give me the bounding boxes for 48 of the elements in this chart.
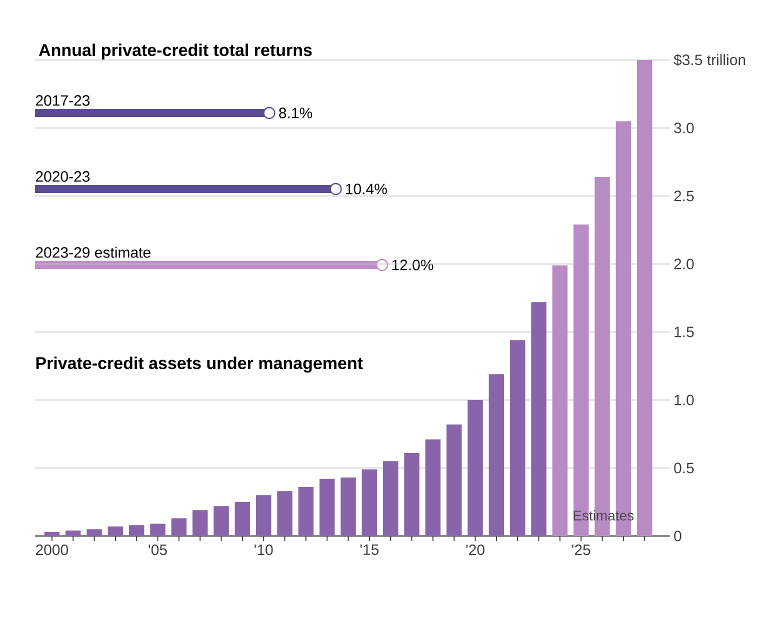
data-label: 10.4% — [346, 184, 387, 194]
category-label: 2023-29 estimate — [36, 246, 150, 258]
x-tick-label: 2000 — [36, 544, 68, 556]
data-label: 8.1% — [279, 108, 312, 118]
bar — [404, 453, 420, 536]
x-tick-label: '25 — [572, 544, 590, 556]
bar — [340, 478, 356, 536]
y-tick-label: 2.0 — [674, 258, 694, 270]
bar — [150, 524, 166, 536]
bar — [256, 495, 272, 536]
text: Private-credit assets under management — [36, 356, 363, 373]
bar — [277, 491, 292, 536]
bar — [382, 461, 398, 536]
bar — [488, 374, 504, 536]
bar — [86, 529, 102, 536]
category-label: 2017-23 — [36, 95, 90, 106]
y-tick-label: $3.5 trillion — [674, 54, 746, 66]
bar — [446, 424, 462, 536]
bar — [319, 478, 335, 536]
x-tick-label: '15 — [360, 544, 379, 555]
bar — [531, 302, 546, 536]
bar — [234, 502, 250, 536]
x-tick-label: '20 — [466, 544, 484, 556]
bar — [552, 265, 568, 536]
bar — [192, 510, 208, 536]
bar — [44, 532, 60, 536]
y-tick-label: 1.0 — [674, 394, 694, 406]
y-tick-label: 1.5 — [674, 326, 694, 338]
bar — [362, 469, 378, 536]
bar — [636, 60, 652, 536]
bar — [108, 526, 124, 536]
x-tick-label: '10 — [254, 544, 273, 556]
bar — [468, 400, 483, 536]
bar — [171, 518, 187, 536]
y-tick-label: 2.5 — [674, 190, 694, 202]
bar — [425, 439, 441, 536]
chart-title: Annual private-credit total returns — [38, 44, 312, 60]
bar — [65, 530, 81, 536]
y-tick-label: 0 — [674, 530, 682, 542]
y-tick-label: 0.5 — [674, 462, 694, 474]
bar — [214, 506, 229, 536]
data-label: 12.0% — [392, 260, 434, 270]
bar — [510, 340, 526, 536]
x-tick-label: '05 — [148, 544, 167, 556]
bar — [298, 487, 314, 536]
bar — [128, 525, 144, 536]
category-label: 2020-23 — [36, 171, 90, 182]
y-tick-label: 3.0 — [674, 122, 694, 134]
